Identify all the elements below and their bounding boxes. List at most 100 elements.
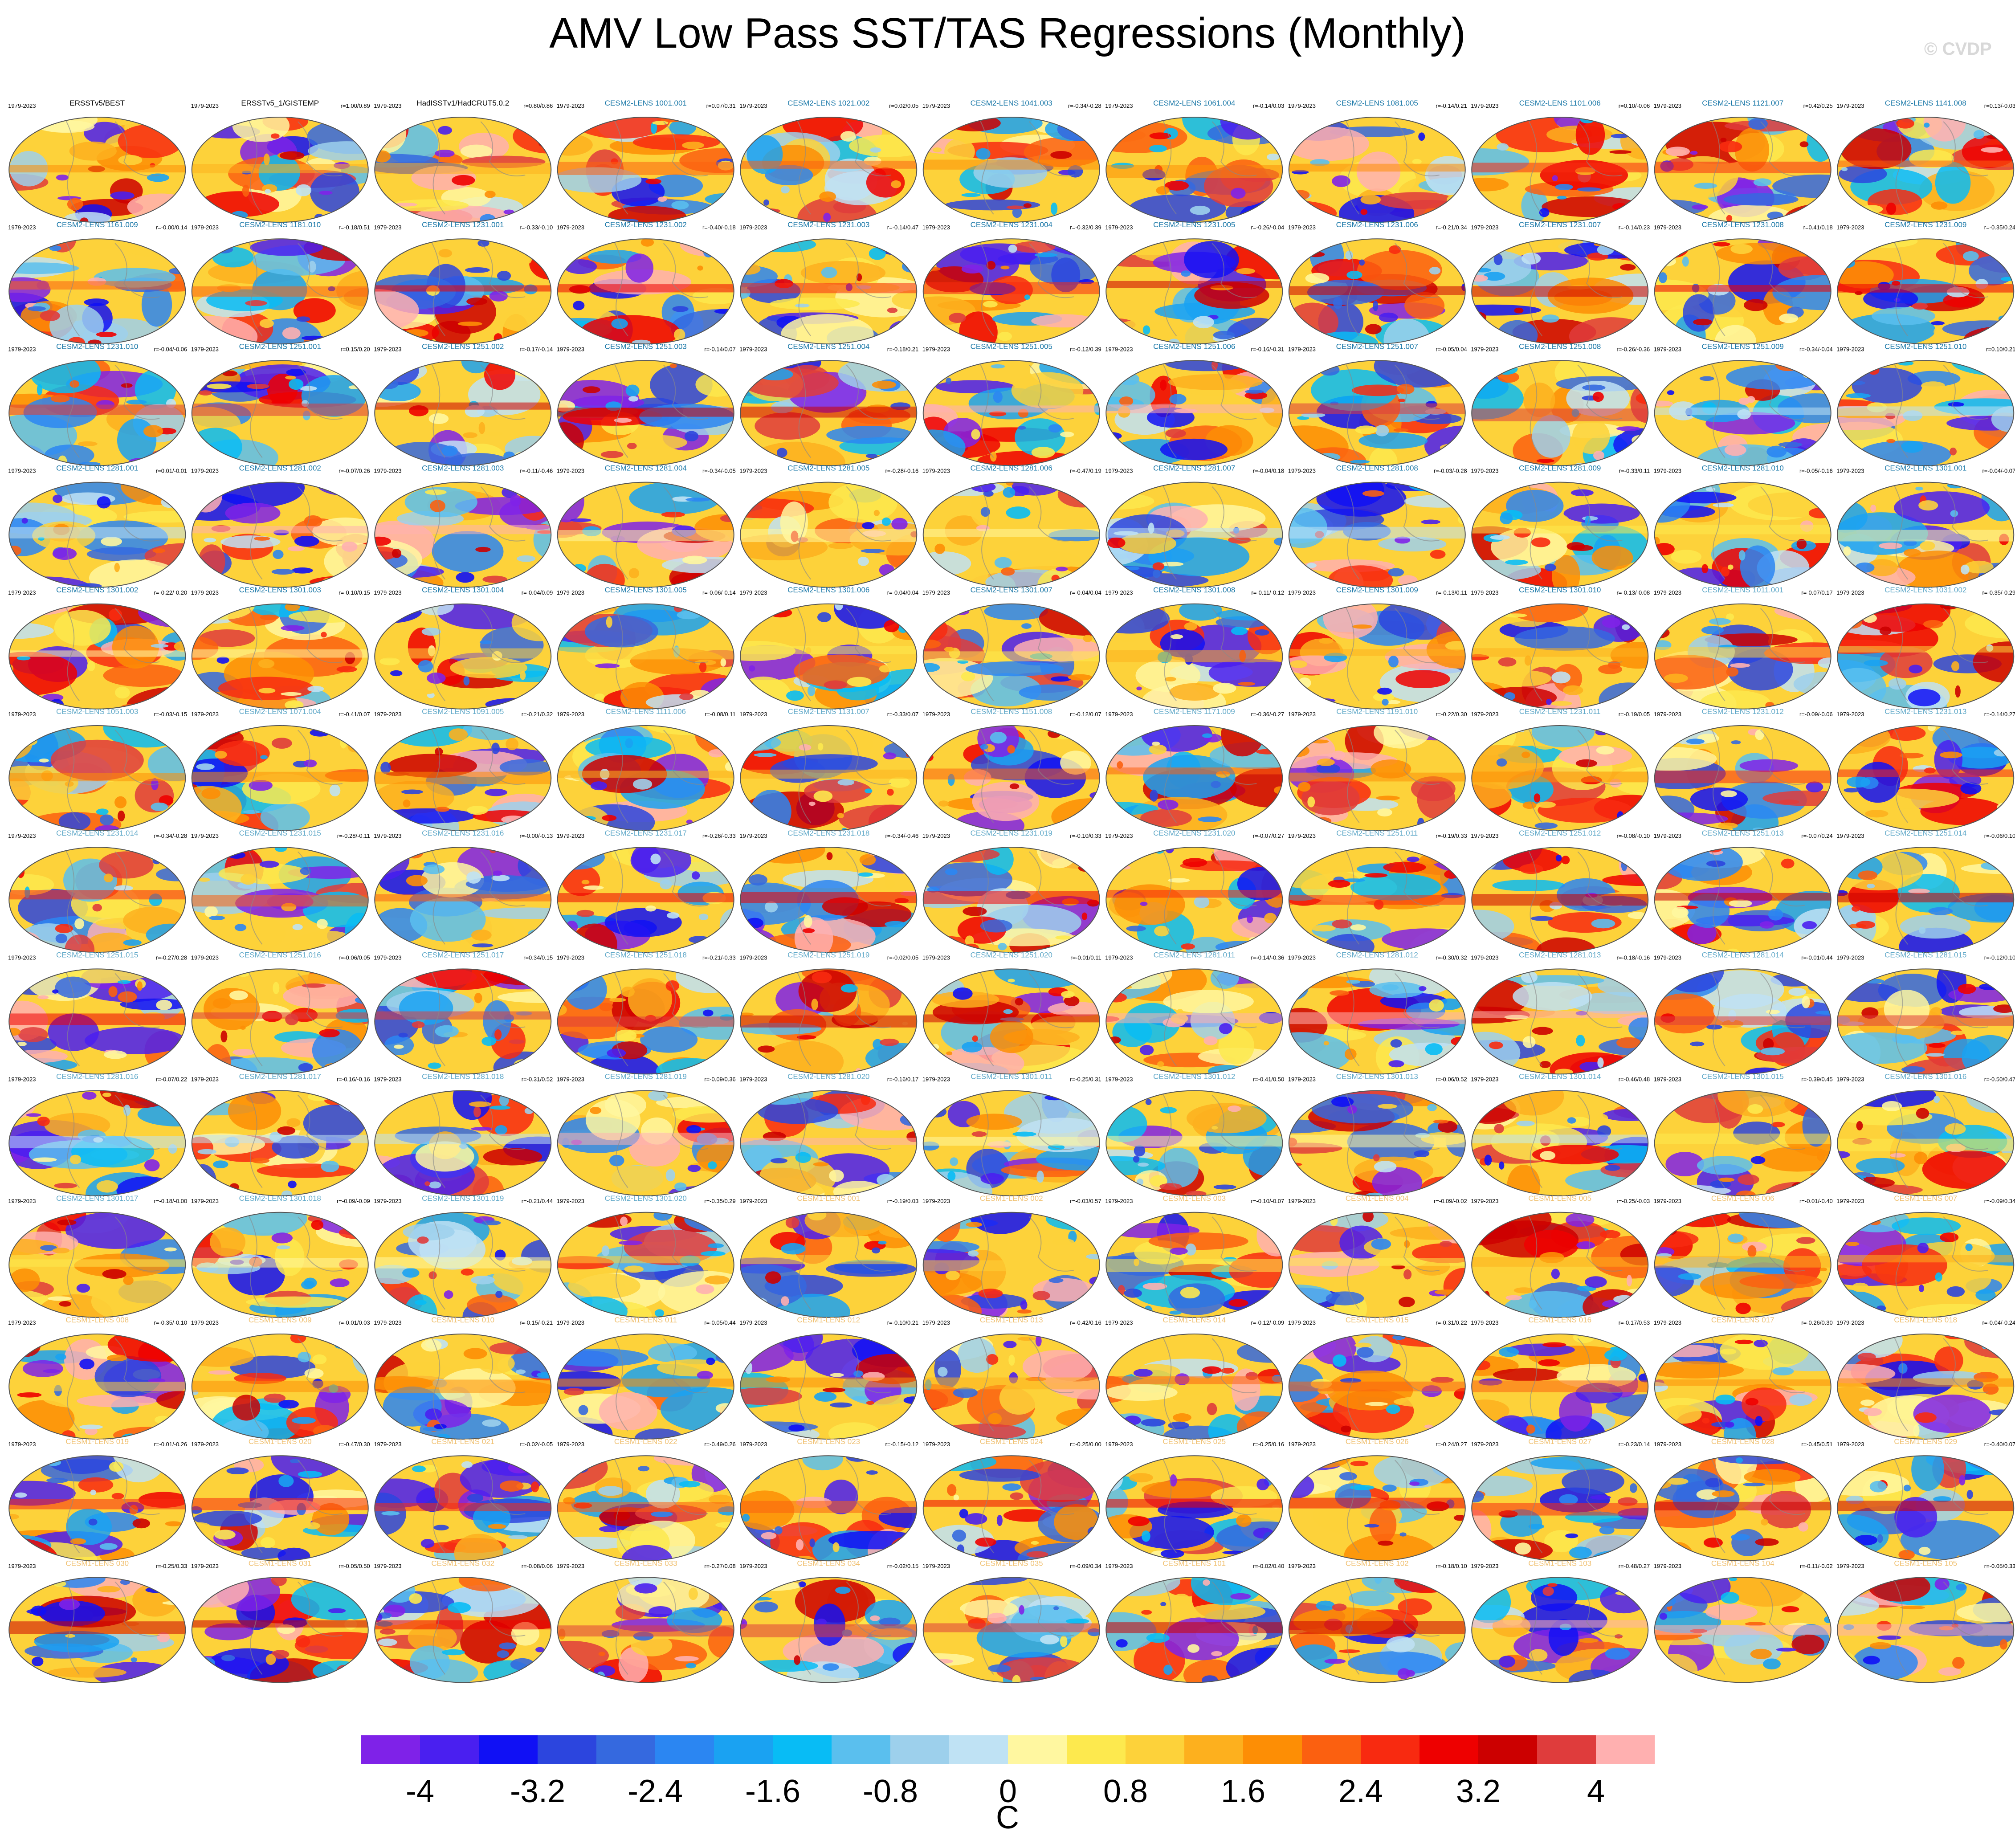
panel-name-label: CESM1-LENS 030 [65, 1559, 129, 1567]
panel-stat-label: r=-0.34/-0.05 [702, 468, 736, 474]
panel-name-label: CESM1-LENS 015 [1346, 1316, 1409, 1324]
panel-stat-label: r=-0.26/0.30 [1801, 1319, 1832, 1326]
panel-period-label: 1979-2023 [374, 1319, 401, 1326]
panel-period-label: 1979-2023 [1654, 1198, 1681, 1204]
panel-stat-label: r=-0.10/0.15 [339, 589, 370, 596]
map-pattern [1458, 1456, 1671, 1567]
panel-stat-label: r=-0.05/0.50 [339, 1562, 370, 1569]
panel-stat-label: r=-0.26/-0.33 [702, 832, 736, 839]
panel-name-label: CESM2-LENS 1251.019 [787, 951, 869, 959]
panel-name-label: CESM1-LENS 029 [1894, 1437, 1957, 1446]
panel-stat-label: r=-0.11/-0.12 [1251, 589, 1284, 596]
panel-name-label: CESM2-LENS 1251.015 [56, 951, 138, 959]
panel-name-label: CESM2-LENS 1301.005 [605, 586, 687, 594]
colorbar-swatch [479, 1735, 538, 1764]
panel-period-label: 1979-2023 [739, 102, 767, 109]
map-pattern [1066, 714, 1315, 833]
panel-name-label: CESM2-LENS 1231.008 [1702, 220, 1784, 229]
panel-period-label: 1979-2023 [1836, 1076, 1864, 1083]
panel-stat-label: r=-0.21/0.34 [1436, 224, 1467, 231]
panel-name-label: CESM2-LENS 1231.016 [422, 829, 504, 837]
panel-period-label: 1979-2023 [1105, 711, 1133, 718]
panel-period-label: 1979-2023 [1105, 1076, 1133, 1083]
panel-stat-label: r=-0.04/0.04 [887, 589, 918, 596]
panel-name-label: CESM2-LENS 1281.019 [605, 1073, 687, 1081]
map-pattern [1428, 105, 1681, 224]
panel-stat-label: r=-0.10/0.21 [887, 1319, 918, 1326]
panel-period-label: 1979-2023 [8, 224, 36, 231]
panel-period-label: 1979-2023 [1288, 1319, 1316, 1326]
panel-period-label: 1979-2023 [374, 1076, 401, 1083]
panel-name-label: CESM2-LENS 1061.004 [1153, 99, 1235, 107]
panel-stat-label: r=-0.07/0.26 [339, 468, 370, 474]
panel-name-label: CESM2-LENS 1231.019 [971, 829, 1052, 837]
panel-period-label: 1979-2023 [1105, 224, 1133, 231]
panel-name-label: CESM2-LENS 1281.016 [56, 1073, 138, 1081]
panel-name-label: CESM2-LENS 1041.003 [971, 99, 1052, 107]
panel-name-label: CESM1-LENS 012 [797, 1316, 860, 1324]
panel-period-label: 1979-2023 [1654, 711, 1681, 718]
panel-name-label: CESM2-LENS 1131.007 [788, 707, 869, 716]
panel-stat-label: r=-0.07/0.24 [1801, 832, 1832, 839]
panel-stat-label: r=-0.26/-0.36 [1616, 346, 1650, 352]
panel-stat-label: r=-0.19/0.33 [1436, 832, 1467, 839]
panel-stat-label: r=-0.25/0.31 [1070, 1076, 1101, 1083]
panel-period-label: 1979-2023 [1471, 102, 1498, 109]
panel-period-label: 1979-2023 [557, 1076, 584, 1083]
panel-stat-label: r=-0.05/0.04 [1436, 346, 1467, 352]
panel-name-label: ERSSTv5/BEST [69, 99, 125, 107]
panel-stat-label: r=-0.09/-0.09 [337, 1198, 370, 1204]
panel-period-label: 1979-2023 [739, 954, 767, 961]
panel-name-label: CESM2-LENS 1231.002 [605, 220, 687, 229]
panel-period-label: 1979-2023 [557, 346, 584, 352]
map-pattern [537, 597, 752, 713]
panel-stat-label: r=-0.18/0.21 [887, 346, 918, 352]
panel-stat-label: r=-0.41/0.50 [1253, 1076, 1284, 1083]
panel-period-label: 1979-2023 [922, 832, 950, 839]
panel-period-label: 1979-2023 [557, 224, 584, 231]
panel-stat-label: r=-0.27/0.28 [156, 954, 187, 961]
panel-stat-label: r=-0.16/-0.31 [1251, 346, 1284, 352]
panel-name-label: CESM1-LENS 001 [797, 1194, 860, 1203]
panel-name-label: CESM2-LENS 1121.007 [1702, 99, 1783, 107]
panel-stat-label: r=-0.00/0.14 [156, 224, 187, 231]
panel-period-label: 1979-2023 [1105, 954, 1133, 961]
panel-period-label: 1979-2023 [191, 1319, 219, 1326]
panel-period-label: 1979-2023 [191, 346, 219, 352]
panel-period-label: 1979-2023 [1654, 468, 1681, 474]
panel-name-label: CESM2-LENS 1231.006 [1336, 220, 1418, 229]
panel-period-label: 1979-2023 [1836, 1562, 1864, 1569]
panel-stat-label: r=-0.35/-0.10 [154, 1319, 187, 1326]
panel-stat-label: r=-0.26/-0.04 [1251, 224, 1284, 231]
panel-period-label: 1979-2023 [1471, 1076, 1498, 1083]
panel-period-label: 1979-2023 [1105, 1319, 1133, 1326]
panel-period-label: 1979-2023 [739, 224, 767, 231]
map-pattern [532, 1567, 757, 1697]
panel-period-label: 1979-2023 [1471, 1319, 1498, 1326]
panel-stat-label: r=-0.18/0.51 [339, 224, 370, 231]
map-pattern [1249, 473, 1477, 600]
panel-name-label: CESM1-LENS 022 [614, 1437, 677, 1446]
panel-name-label: CESM2-LENS 1251.013 [1702, 829, 1784, 837]
